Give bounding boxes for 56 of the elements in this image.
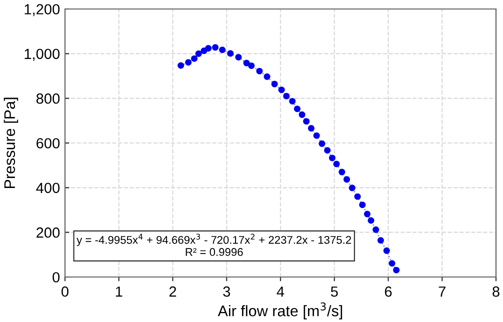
point bbox=[368, 217, 374, 224]
point bbox=[388, 260, 396, 267]
point bbox=[235, 54, 242, 60]
point bbox=[219, 46, 226, 54]
point bbox=[364, 210, 370, 218]
y-tick-label: 1,000 bbox=[24, 48, 60, 61]
x-tick-label: 3 bbox=[223, 286, 230, 297]
point bbox=[383, 247, 390, 254]
point bbox=[294, 106, 300, 112]
x-tick-label: 2 bbox=[169, 286, 176, 297]
point bbox=[359, 202, 366, 208]
point bbox=[393, 266, 400, 274]
x-tick-label: 7 bbox=[438, 286, 446, 297]
point bbox=[178, 62, 184, 69]
point bbox=[278, 86, 285, 94]
point bbox=[303, 118, 310, 125]
x-tick-label: 1 bbox=[116, 286, 122, 297]
point bbox=[195, 50, 202, 57]
x-tick-label: 6 bbox=[384, 286, 392, 297]
x-tick-label: 8 bbox=[492, 286, 500, 297]
x-tick-label: 0 bbox=[62, 286, 68, 297]
point bbox=[298, 111, 306, 118]
point bbox=[344, 176, 350, 183]
point bbox=[191, 55, 198, 62]
y-tick-label: 200 bbox=[36, 227, 60, 238]
y-tick-label: 400 bbox=[36, 182, 60, 194]
point bbox=[328, 154, 336, 162]
y-tick-label: 1,200 bbox=[24, 4, 60, 16]
point bbox=[324, 147, 331, 154]
x-tick-label: 4 bbox=[276, 286, 284, 297]
point bbox=[205, 45, 212, 52]
point bbox=[283, 92, 290, 100]
point bbox=[264, 73, 270, 80]
point bbox=[313, 132, 320, 139]
point bbox=[377, 237, 384, 244]
y-tick-label: 600 bbox=[36, 138, 60, 148]
point bbox=[227, 50, 234, 57]
point bbox=[338, 168, 346, 176]
point bbox=[185, 59, 192, 66]
point bbox=[372, 226, 380, 233]
point bbox=[212, 44, 219, 51]
point bbox=[248, 62, 255, 69]
point bbox=[256, 68, 263, 74]
point bbox=[318, 140, 326, 147]
point bbox=[354, 193, 361, 200]
point bbox=[348, 184, 356, 192]
text: y = -4.9955x$^{4}$ + 94.669x$^{3}$ - 720.17x$^{2}$ + 2237.2x - 1375.2 R² = 0.9996 bbox=[76, 234, 352, 256]
y-tick-label: 800 bbox=[36, 93, 60, 104]
y-tick-label: 0 bbox=[52, 272, 60, 282]
point bbox=[271, 80, 278, 88]
point bbox=[333, 160, 340, 168]
x-tick-label: 5 bbox=[330, 286, 338, 297]
x-axis-title: Air flow rate [m$^{3}$/s] bbox=[218, 302, 342, 320]
y-axis-title: Pressure [Pa] bbox=[4, 98, 18, 188]
point bbox=[308, 125, 314, 132]
point bbox=[289, 98, 296, 104]
